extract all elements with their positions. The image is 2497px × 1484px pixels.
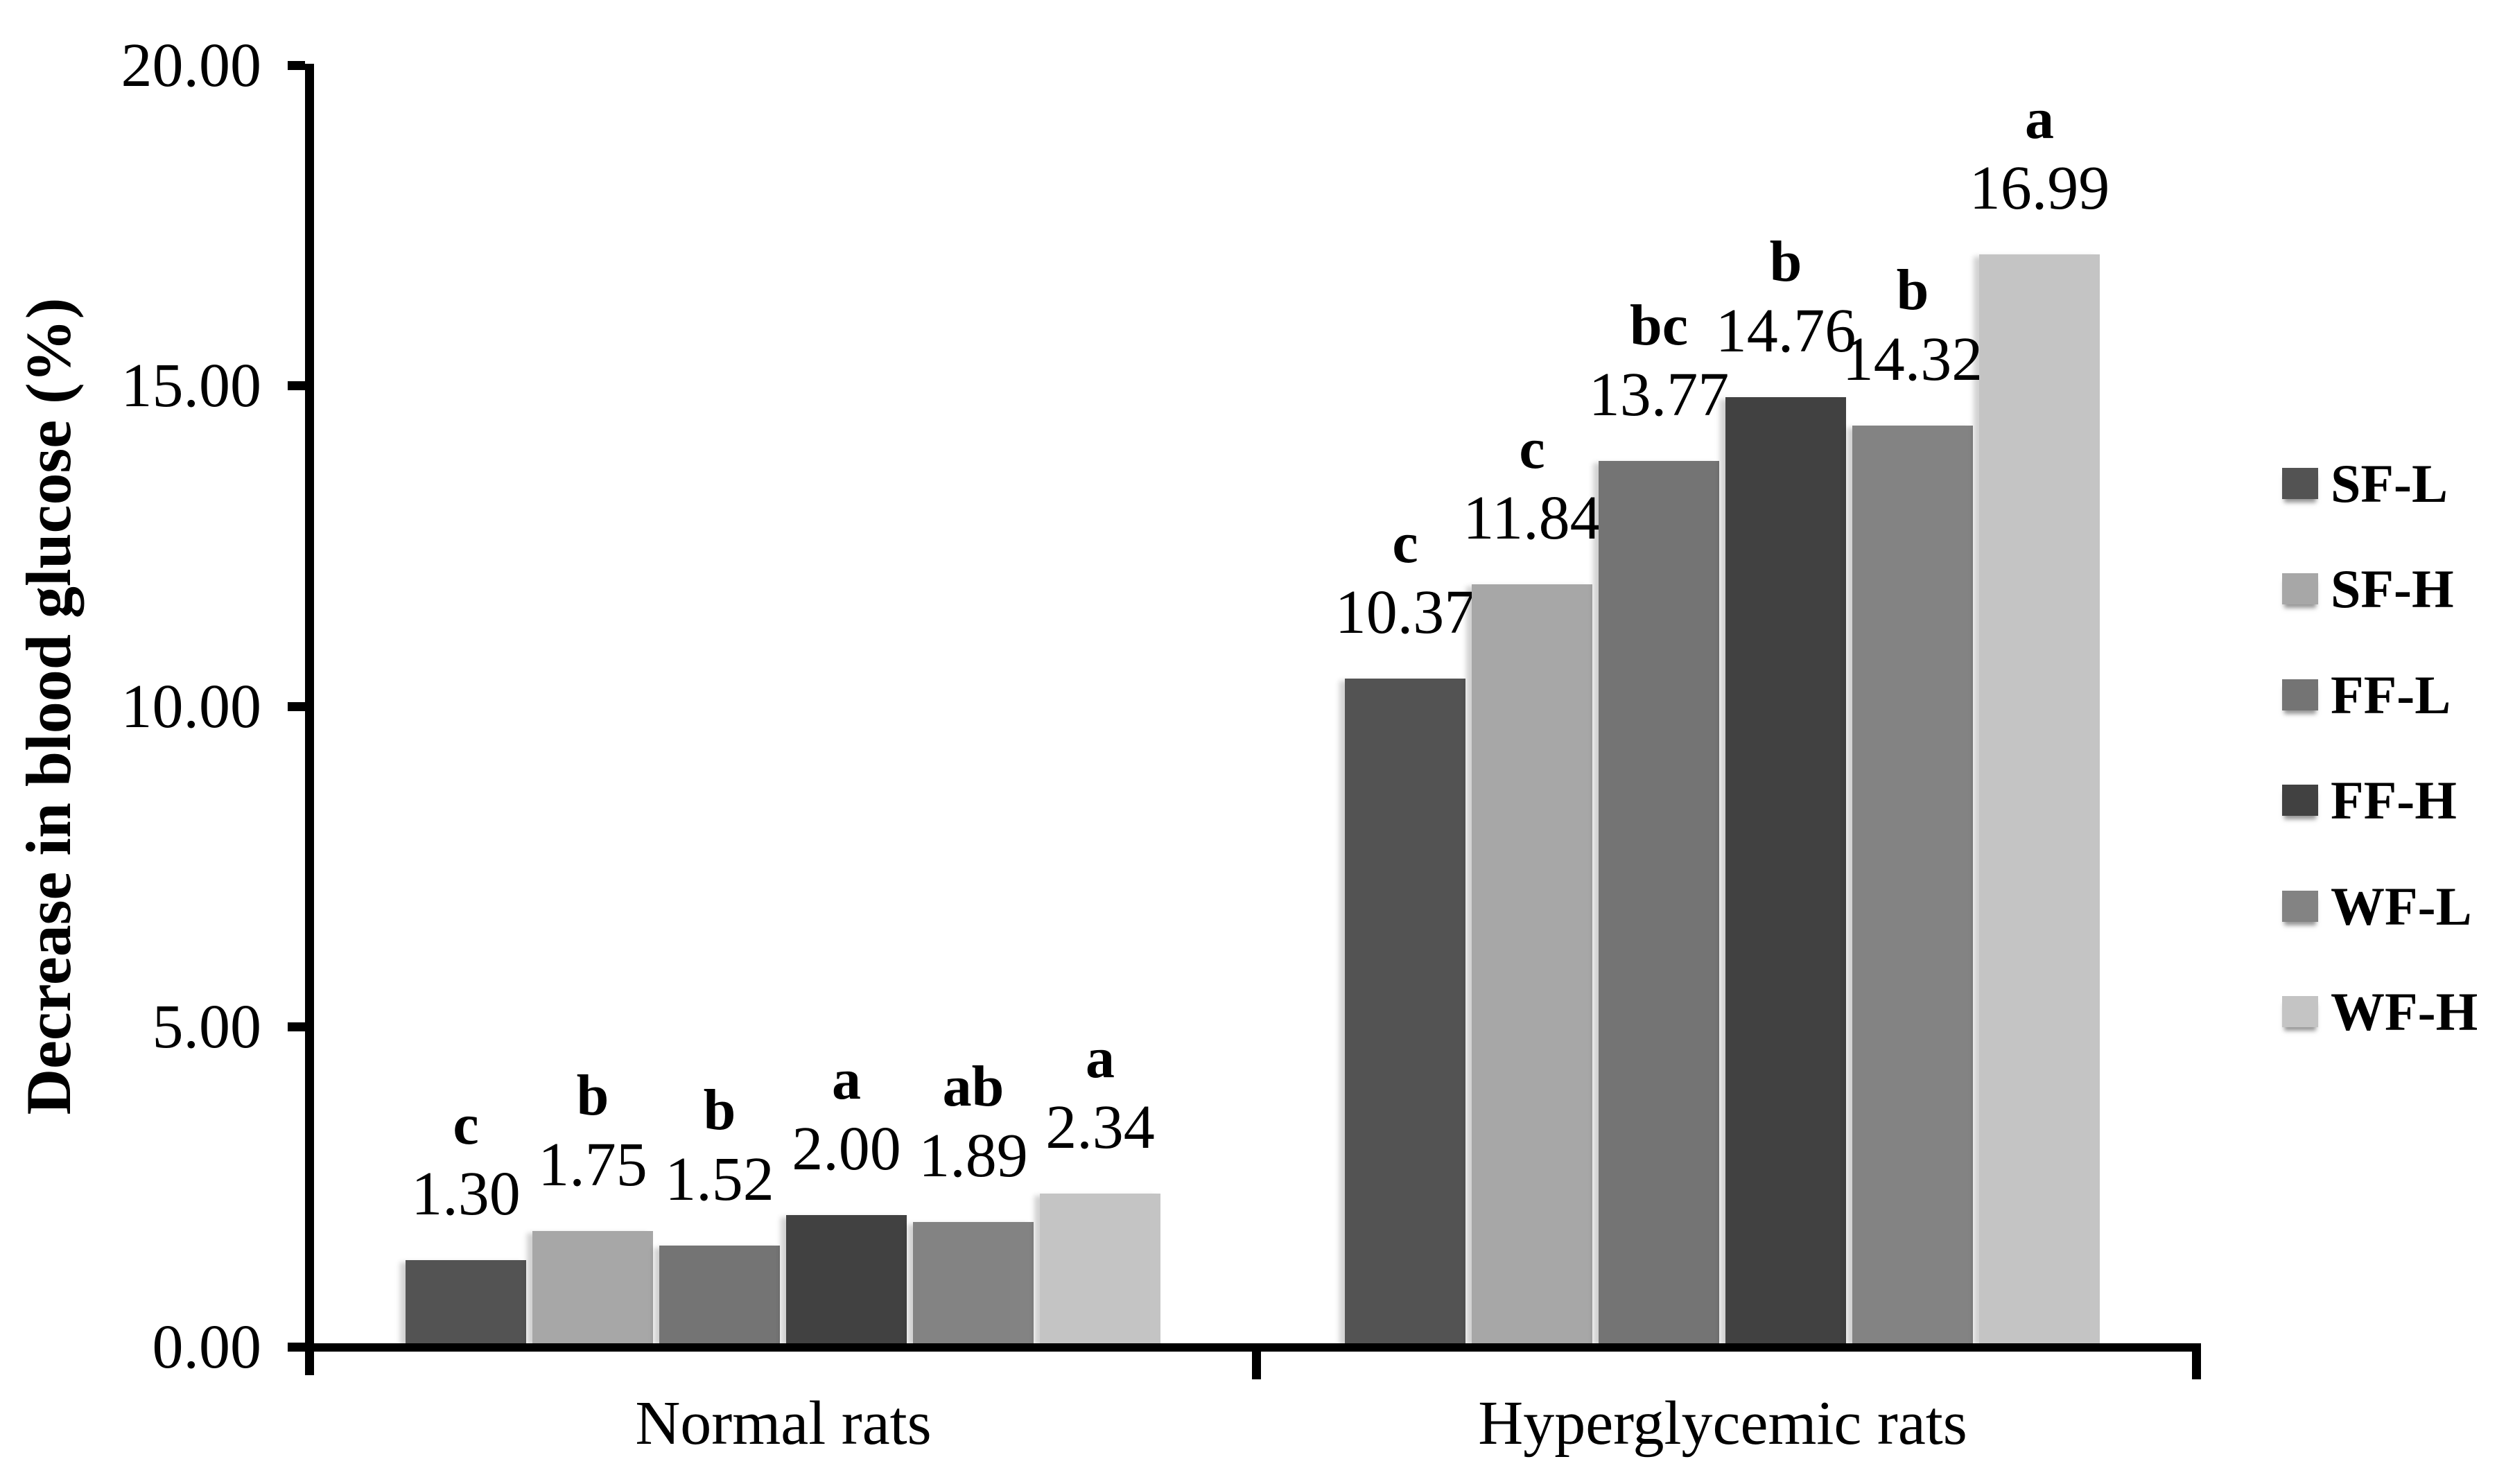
bar-sig-label-WF-L-1: b <box>1896 258 1929 322</box>
bar-value-label-FF-L-1: 13.77 <box>1588 360 1730 429</box>
bar-FF-L-hyperglycemic <box>1599 461 1719 1343</box>
legend-label-FF-L: FF-L <box>2331 665 2451 725</box>
bar-value-label-SF-H-0: 1.75 <box>538 1131 647 1199</box>
bar-sig-label-FF-L-0: b <box>703 1078 736 1142</box>
y-tick-label-10.00: 10.00 <box>121 672 262 741</box>
x-tick-group-separator <box>1252 1343 1261 1379</box>
bar-value-label-WF-H-1: 16.99 <box>1969 154 2110 222</box>
bar-sig-label-WF-L-0: ab <box>942 1054 1004 1119</box>
bar-value-label-SF-L-0: 1.30 <box>411 1160 521 1228</box>
bar-value-label-WF-L-1: 14.32 <box>1842 325 1983 394</box>
y-tick-5.00 <box>288 1022 305 1031</box>
bar-SF-L-hyperglycemic <box>1345 679 1465 1343</box>
bar-sig-label-SF-L-0: c <box>453 1092 479 1157</box>
x-tick-axis-end <box>2192 1343 2201 1379</box>
bar-value-label-WF-H-0: 2.34 <box>1045 1093 1155 1162</box>
legend-swatch-SF-L <box>2282 468 2318 499</box>
y-axis-line <box>305 64 314 1375</box>
bar-WF-L-hyperglycemic <box>1852 426 1973 1343</box>
legend-swatch-WF-L <box>2282 891 2318 922</box>
bar-FF-H-hyperglycemic <box>1725 397 1846 1343</box>
bar-SF-H-hyperglycemic <box>1472 584 1592 1343</box>
bar-value-label-SF-L-1: 10.37 <box>1334 578 1476 647</box>
bar-WF-H-normal <box>1040 1194 1160 1343</box>
legend-label-FF-H: FF-H <box>2331 770 2457 830</box>
bar-SF-H-normal <box>532 1231 653 1343</box>
bar-WF-L-normal <box>913 1222 1034 1343</box>
legend-label-SF-L: SF-L <box>2331 453 2448 514</box>
legend-swatch-FF-H <box>2282 785 2318 816</box>
legend-swatch-WF-H <box>2282 996 2318 1027</box>
y-tick-15.00 <box>288 381 305 390</box>
bar-value-label-FF-H-0: 2.00 <box>792 1115 901 1183</box>
y-tick-label-15.00: 15.00 <box>121 351 262 420</box>
category-label-normal-rats: Normal rats <box>635 1389 932 1458</box>
bar-sig-label-WF-H-0: a <box>1086 1026 1115 1090</box>
legend-swatch-FF-L <box>2282 679 2318 710</box>
legend-swatch-SF-H <box>2282 573 2318 604</box>
bar-SF-L-normal <box>406 1260 526 1343</box>
y-tick-20.00 <box>288 61 305 70</box>
y-tick-label-0.00: 0.00 <box>152 1313 262 1381</box>
bar-FF-L-normal <box>659 1246 780 1343</box>
y-tick-label-5.00: 5.00 <box>152 993 262 1061</box>
bar-value-label-WF-L-0: 1.89 <box>919 1121 1028 1190</box>
legend-label-WF-H: WF-H <box>2331 981 2478 1042</box>
legend-label-WF-L: WF-L <box>2331 876 2472 936</box>
bar-FF-H-normal <box>786 1215 907 1343</box>
bar-sig-label-SF-H-1: c <box>1519 417 1545 481</box>
bar-sig-label-SF-L-1: c <box>1392 511 1418 575</box>
y-tick-label-20.00: 20.00 <box>121 31 262 100</box>
bar-value-label-FF-L-0: 1.52 <box>665 1145 774 1214</box>
bar-WF-H-hyperglycemic <box>1979 254 2100 1343</box>
bar-value-label-SF-H-1: 11.84 <box>1463 484 1601 552</box>
bar-sig-label-FF-H-1: b <box>1769 229 1802 294</box>
bar-value-label-FF-H-1: 14.76 <box>1715 297 1856 365</box>
legend-label-SF-H: SF-H <box>2331 559 2454 619</box>
y-tick-0.00 <box>288 1343 305 1352</box>
bar-sig-label-FF-H-0: a <box>832 1047 861 1112</box>
bar-sig-label-FF-L-1: bc <box>1630 293 1688 358</box>
bar-sig-label-SF-H-0: b <box>576 1063 609 1128</box>
bar-sig-label-WF-H-1: a <box>2025 87 2054 151</box>
category-label-hyperglycemic-rats: Hyperglycemic rats <box>1478 1389 1967 1458</box>
y-tick-10.00 <box>288 702 305 711</box>
